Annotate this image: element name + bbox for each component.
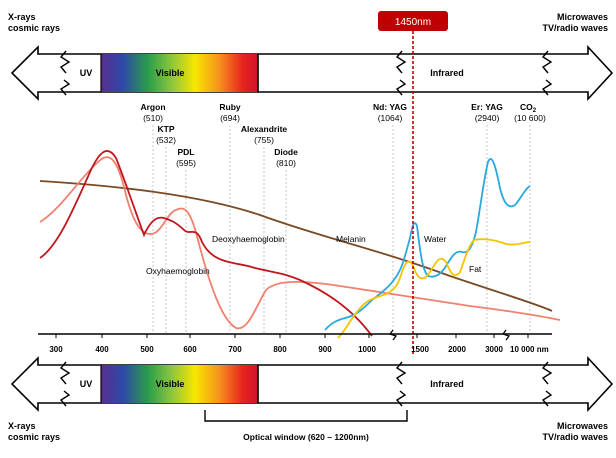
oxyhaemoglobin-label: Oxyhaemoglobin [146,266,210,276]
laser-diode-name: Diode [274,147,298,157]
bottom-infrared-label: Infrared [430,379,464,389]
bottom-break-mark-far-right [541,361,553,407]
laser-argon-name: Argon [140,102,165,112]
tick-600: 600 [183,345,197,354]
tick-300: 300 [49,345,63,354]
laser-ktp-name: KTP [158,124,175,134]
laser-ruby-wl: (694) [220,113,240,123]
bottom-visible-gradient [101,365,258,403]
top-left-label-1: X-rays [8,12,36,22]
laser-diode-wl: (810) [276,158,296,168]
tick-500: 500 [140,345,154,354]
laser-alexandrite-wl: (755) [254,135,274,145]
laser-eryag-name: Er: YAG [471,102,503,112]
optical-window-bracket [204,410,408,422]
fat-curve [337,238,531,339]
bottom-uv-label: UV [80,379,93,389]
tick-1000: 1000 [358,345,376,354]
top-break-mark-left [59,50,71,96]
top-visible-label: Visible [156,68,185,78]
laser-ktp-wl: (532) [156,135,176,145]
laser-eryag-wl: (2940) [475,113,500,123]
top-right-label-1: Microwaves [557,12,608,22]
tick-1500: 1500 [411,345,429,354]
laser-ndyag-name: Nd: YAG [373,102,407,112]
top-left-label-2: cosmic rays [8,23,60,33]
tick-900: 900 [318,345,332,354]
laser-labels: Argon (510) KTP (532) PDL (595) Ruby (69… [140,102,546,168]
top-visible-gradient [101,54,258,92]
laser-alexandrite-name: Alexandrite [241,124,288,134]
laser-pdl-wl: (595) [176,158,196,168]
bottom-left-label-2: cosmic rays [8,432,60,442]
melanin-label: Melanin [336,234,366,244]
laser-pdl-name: PDL [178,147,195,157]
bottom-spectrum-band: UV Visible Infrared Optical window (620 … [8,355,614,442]
laser-co2-wl: (10 600) [514,113,546,123]
top-break-mark-far-right [541,50,553,96]
laser-guide-lines [152,125,531,333]
bottom-break-mark-left [59,361,71,407]
top-uv-label: UV [80,68,93,78]
top-spectrum-band: X-rays cosmic rays Microwaves TV/radio w… [8,12,614,102]
water-label: Water [424,234,447,244]
oxyhaemoglobin-curve [39,150,373,337]
marker-label-box [378,11,448,31]
top-infrared-label: Infrared [430,68,464,78]
curve-labels: Deoxyhaemoglobin Oxyhaemoglobin Melanin … [146,234,482,276]
laser-argon-wl: (510) [143,113,163,123]
tick-400: 400 [95,345,109,354]
bottom-visible-label: Visible [156,379,185,389]
top-right-label-2: TV/radio waves [542,23,608,33]
bottom-left-label-1: X-rays [8,421,36,431]
laser-ruby-name: Ruby [219,102,241,112]
bottom-right-label-1: Microwaves [557,421,608,431]
tick-700: 700 [228,345,242,354]
top-break-mark-right [395,50,407,96]
tick-10000nm: 10 000 nm [510,345,549,354]
fat-label: Fat [469,264,482,274]
deoxyhaemoglobin-label: Deoxyhaemoglobin [212,234,285,244]
absorption-curves [39,150,561,339]
marker-1450nm: 1450nm [378,11,448,356]
wavelength-axis: 300 400 500 600 700 800 900 1000 1500 20… [38,329,552,354]
melanin-curve [39,180,553,312]
bottom-right-label-2: TV/radio waves [542,432,608,442]
tick-800: 800 [273,345,287,354]
marker-label-text: 1450nm [395,17,431,28]
tick-2000: 2000 [448,345,466,354]
deoxyhaemoglobin-curve [39,156,561,330]
optical-window-label: Optical window (620 – 1200nm) [243,432,369,442]
laser-ndyag-wl: (1064) [378,113,403,123]
laser-co2-name: CO2 [520,102,537,114]
tick-3000: 3000 [485,345,503,354]
bottom-break-mark-right [395,361,407,407]
